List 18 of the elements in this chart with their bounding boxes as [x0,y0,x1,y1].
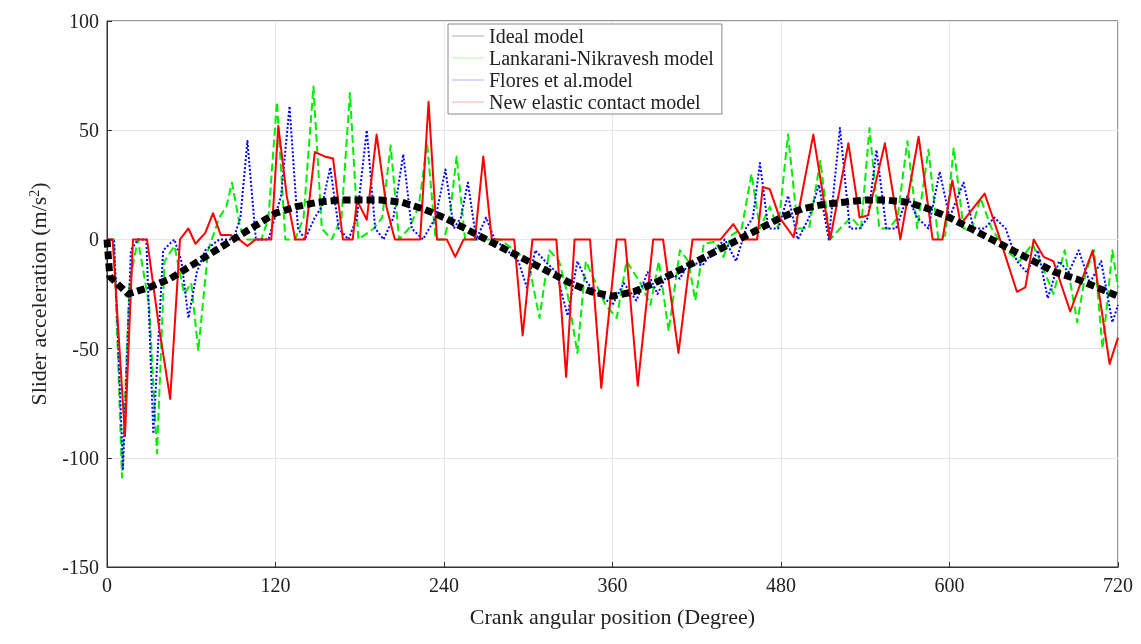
y-axis-title: Slider acceleration (m/s2) [25,182,51,406]
x-tick-label: 600 [934,574,965,596]
legend-label: New elastic contact model [489,91,702,113]
y-tick-label: 0 [89,228,99,251]
x-tick-label: 360 [597,574,628,596]
legend-label: Ideal model [489,25,585,47]
x-tick-label: 240 [429,574,459,596]
y-tick-label: -100 [62,446,99,469]
y-tick-label: 100 [69,10,99,32]
x-tick-label: 120 [260,574,291,596]
x-tick-label: 480 [766,574,796,596]
x-tick-label: 720 [1103,574,1133,596]
y-tick-label: -150 [62,556,99,578]
x-axis-title: Crank angular position (Degree) [469,603,756,629]
legend-label: Flores et al.model [489,69,634,91]
y-tick-label: 50 [79,119,99,142]
y-tick-label: -50 [72,337,99,360]
legend-label: Lankarani-Nikravesh model [489,47,715,69]
